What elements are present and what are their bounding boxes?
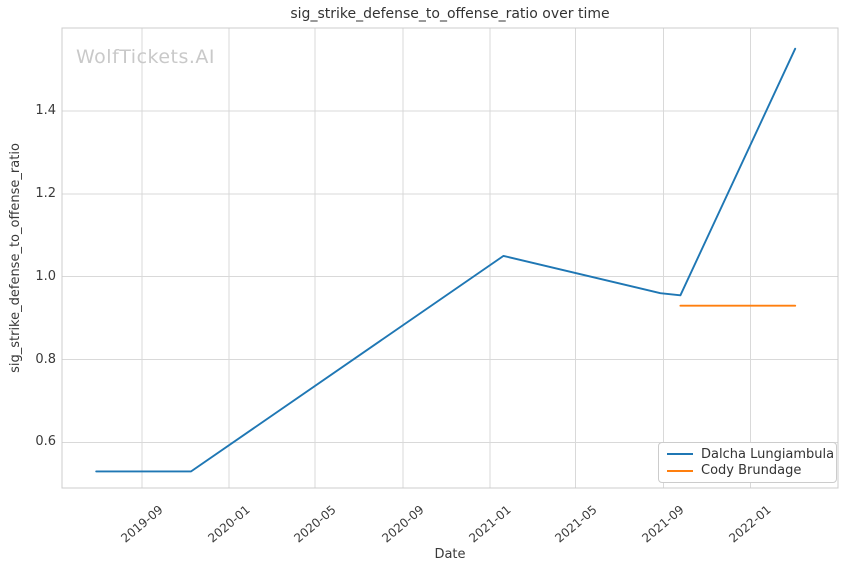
series-line-dalcha-lungiambula	[95, 47, 797, 473]
y-tick-label: 0.8	[35, 351, 56, 367]
y-tick-label: 0.6	[35, 434, 56, 450]
y-tick-label: 1.2	[35, 185, 56, 201]
y-tick-label: 1.4	[35, 102, 56, 118]
x-axis-label: Date	[434, 547, 466, 562]
legend-item-dalcha-lungiambula: Dalcha Lungiambula	[667, 447, 834, 462]
watermark: WolfTickets.AI	[76, 46, 216, 68]
legend: Dalcha Lungiambula Cody Brundage	[658, 442, 837, 483]
legend-label: Dalcha Lungiambula	[701, 446, 835, 462]
legend-label: Cody Brundage	[701, 463, 802, 479]
legend-item-cody-brundage: Cody Brundage	[667, 463, 828, 478]
legend-line-swatch-orange	[667, 469, 693, 472]
y-tick-label: 1.0	[35, 268, 56, 284]
legend-line-swatch-blue	[667, 453, 693, 456]
chart-title: sig_strike_defense_to_offense_ratio over…	[290, 6, 610, 22]
plot-border	[61, 27, 839, 489]
y-axis-label: sig_strike_defense_to_offense_ratio	[8, 143, 23, 373]
